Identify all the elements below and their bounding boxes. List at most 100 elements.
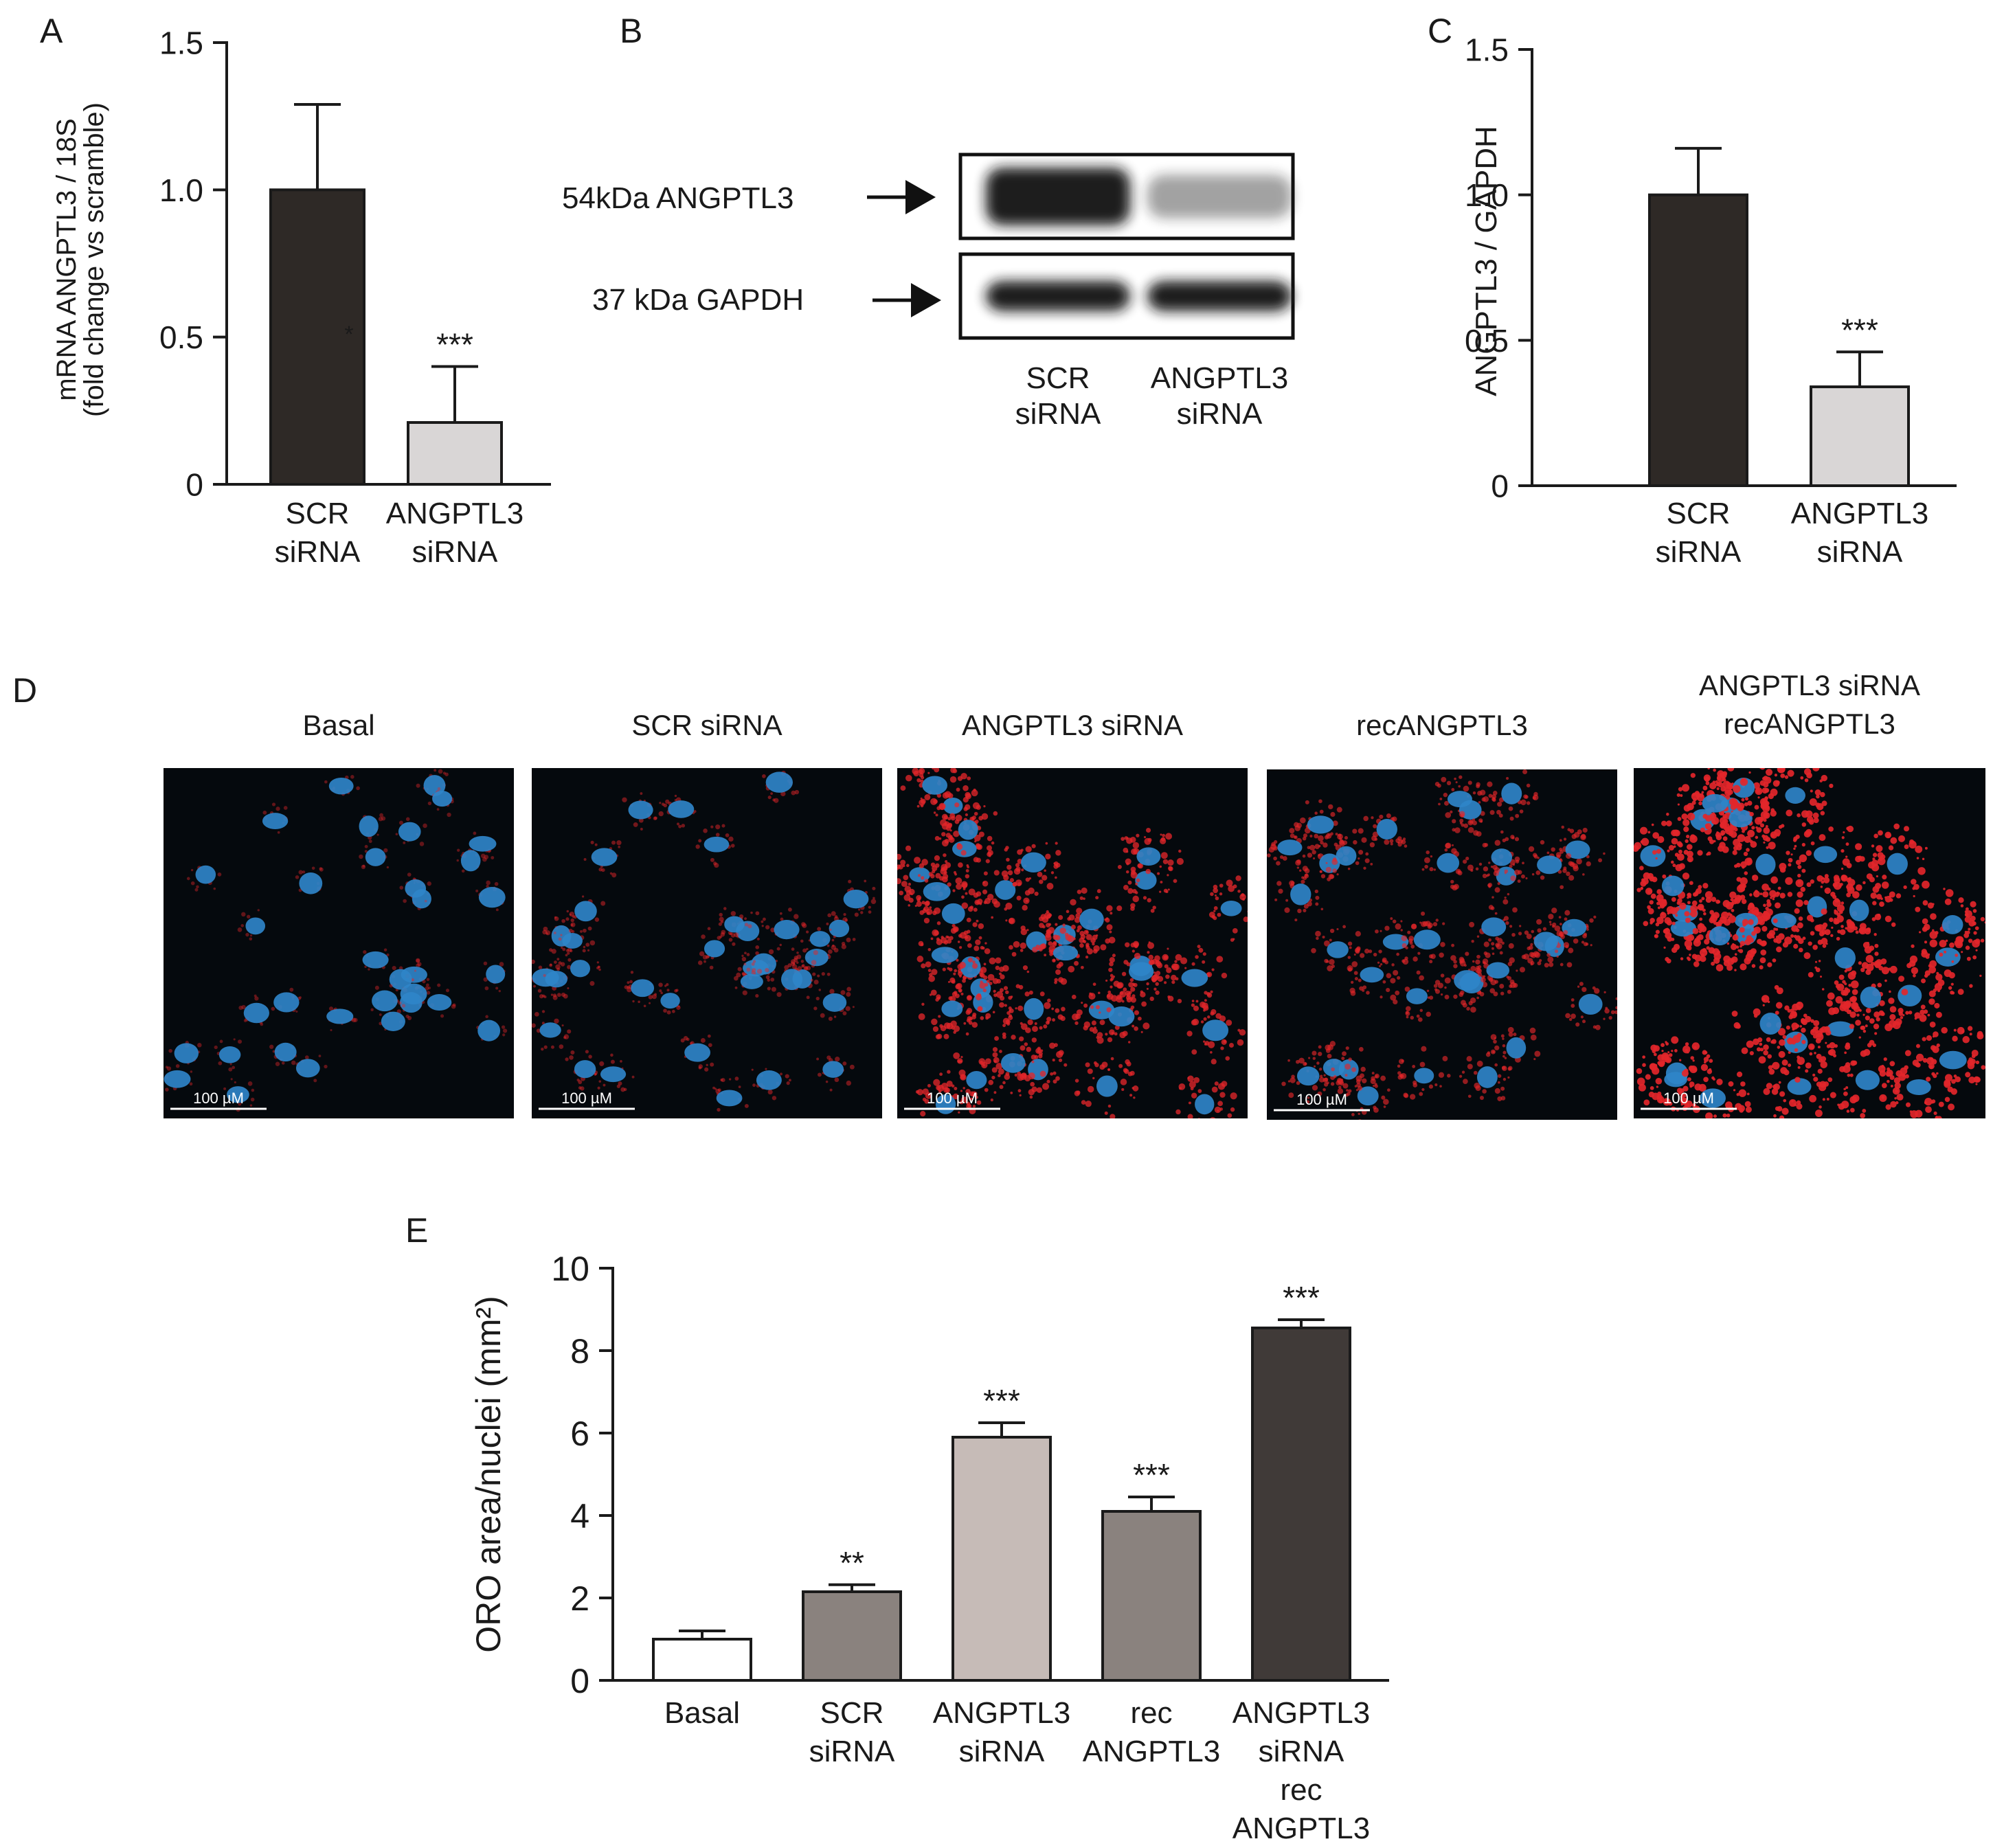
lipid-droplet	[1052, 958, 1056, 962]
nucleus	[1024, 998, 1044, 1020]
lipid-droplet	[1753, 1008, 1761, 1016]
lipid-droplet	[480, 853, 486, 859]
lipid-droplet	[1200, 1020, 1204, 1024]
lipid-droplet	[829, 1088, 833, 1092]
lipid-droplet	[1734, 864, 1738, 868]
lipid-droplet	[747, 924, 752, 929]
lipid-droplet	[386, 953, 390, 957]
lipid-droplet	[601, 868, 605, 872]
lipid-droplet	[1759, 892, 1763, 896]
lipid-droplet	[1132, 1024, 1135, 1028]
lipid-droplet	[1768, 842, 1776, 850]
lipid-droplet	[1401, 935, 1408, 942]
nucleus	[1414, 1068, 1434, 1084]
lipid-droplet	[1549, 962, 1554, 967]
lipid-droplet	[671, 1009, 675, 1013]
significance-marker: ***	[436, 327, 473, 363]
lipid-droplet	[414, 969, 417, 972]
lipid-droplet	[1378, 965, 1382, 967]
nucleus	[941, 1000, 963, 1017]
lipid-droplet	[788, 908, 792, 912]
lipid-droplet	[846, 937, 851, 943]
lipid-droplet	[1774, 829, 1781, 836]
lipid-droplet	[1444, 800, 1450, 806]
lipid-droplet	[1440, 973, 1445, 978]
lipid-droplet	[554, 916, 557, 919]
lipid-droplet	[1663, 1098, 1671, 1106]
lipid-droplet	[1165, 833, 1173, 840]
lipid-droplet	[1979, 974, 1982, 978]
lipid-droplet	[927, 969, 932, 972]
lipid-droplet	[933, 1079, 941, 1086]
lipid-droplet	[1878, 830, 1883, 836]
lipid-droplet	[1499, 984, 1505, 989]
lipid-droplet	[1655, 929, 1660, 934]
lipid-droplet	[858, 908, 861, 911]
lipid-droplet	[190, 1070, 193, 1073]
lipid-droplet	[1755, 789, 1761, 793]
lipid-droplet	[561, 1024, 564, 1027]
lipid-droplet	[502, 1033, 506, 1037]
lipid-droplet	[1819, 779, 1823, 782]
lipid-droplet	[1756, 1047, 1761, 1052]
lipid-droplet	[1692, 1059, 1695, 1062]
lipid-droplet	[955, 877, 962, 885]
lipid-droplet	[1171, 974, 1177, 981]
blot-band	[986, 168, 1130, 225]
lipid-droplet	[1826, 1044, 1831, 1048]
lipid-droplet	[1458, 785, 1461, 788]
lipid-droplet	[1763, 910, 1768, 915]
lipid-droplet	[1447, 1074, 1451, 1078]
lipid-droplet	[629, 980, 633, 984]
lipid-droplet	[1759, 957, 1766, 964]
lipid-droplet	[1024, 1042, 1028, 1046]
lipid-droplet	[1872, 1043, 1877, 1048]
lipid-droplet	[1741, 798, 1745, 802]
lipid-droplet	[238, 1005, 243, 1011]
lipid-droplet	[1162, 954, 1169, 961]
lipid-droplet	[1703, 1077, 1709, 1083]
arrow-icon	[872, 283, 941, 317]
lipid-droplet	[1500, 830, 1504, 834]
lipid-droplet	[1751, 964, 1756, 968]
lipid-droplet	[1037, 1050, 1040, 1053]
lipid-droplet	[1972, 921, 1977, 926]
lipid-droplet	[1395, 923, 1401, 930]
lipid-droplet	[1491, 896, 1494, 899]
lipid-droplet	[1390, 978, 1396, 984]
lipid-droplet	[447, 812, 451, 818]
lipid-droplet	[1693, 798, 1697, 802]
lipid-droplet	[1775, 1002, 1783, 1009]
lipid-droplet	[1642, 1063, 1646, 1068]
lipid-droplet	[1687, 901, 1691, 905]
lipid-droplet	[1810, 931, 1815, 936]
lipid-droplet	[725, 833, 730, 837]
nucleus	[829, 919, 850, 938]
lipid-droplet	[1488, 861, 1491, 864]
lipid-droplet	[1559, 839, 1562, 842]
lipid-droplet	[1898, 976, 1905, 982]
lipid-droplet	[1975, 1060, 1980, 1065]
lipid-droplet	[1517, 879, 1521, 883]
lipid-droplet	[1639, 866, 1644, 870]
lipid-droplet	[1817, 1068, 1823, 1074]
lipid-droplet	[1763, 1044, 1769, 1050]
lipid-droplet	[1834, 1044, 1838, 1048]
lipid-droplet	[1650, 1044, 1658, 1052]
lipid-droplet	[1165, 974, 1170, 979]
lipid-droplet	[806, 995, 810, 1000]
lipid-droplet	[1129, 996, 1134, 1000]
lipid-droplet	[1760, 811, 1769, 820]
lipid-droplet	[999, 995, 1005, 1001]
lipid-droplet	[1893, 823, 1900, 830]
lipid-droplet	[916, 894, 922, 901]
lipid-droplet	[1768, 1068, 1775, 1075]
lipid-droplet	[947, 882, 952, 887]
lipid-droplet	[932, 929, 939, 936]
lipid-droplet	[897, 853, 902, 860]
lipid-droplet	[1348, 1057, 1352, 1061]
lipid-droplet	[1498, 813, 1503, 818]
lipid-droplet	[953, 1052, 960, 1059]
lipid-droplet	[1716, 787, 1720, 791]
lipid-droplet	[972, 1105, 976, 1108]
